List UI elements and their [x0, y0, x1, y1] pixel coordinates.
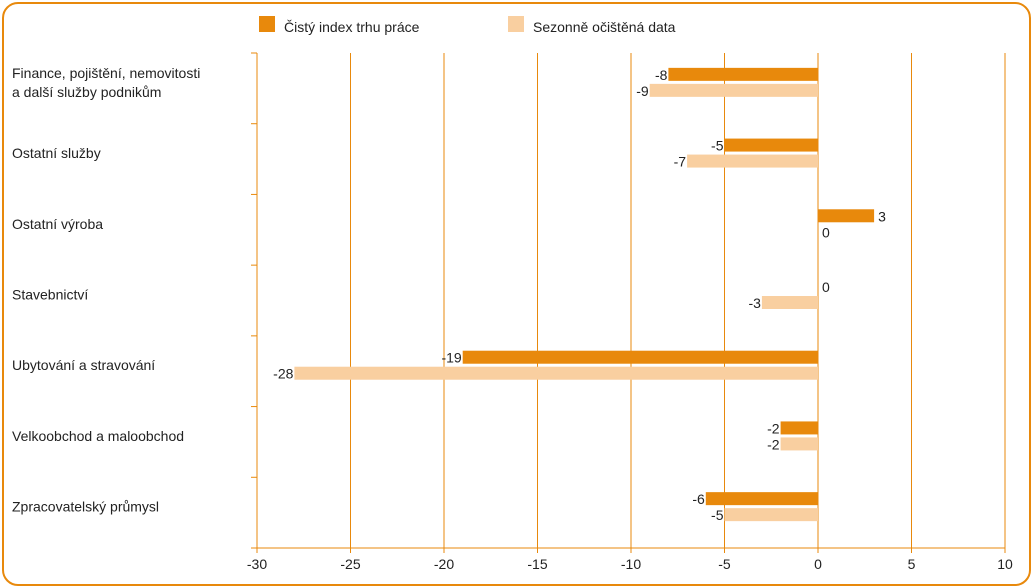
data-label: -2 [767, 436, 780, 452]
data-label: -7 [674, 154, 687, 170]
bar [687, 154, 818, 168]
data-label: -8 [655, 67, 668, 83]
x-tick-label: -25 [340, 556, 360, 572]
value-labels: -8 -9 -5 -7 3 0 0 -3 -19 -28 -2-2 -6 -5 [273, 67, 886, 523]
x-tick-label: -15 [527, 556, 547, 572]
bar [780, 421, 818, 435]
bar [761, 296, 818, 309]
data-label: 3 [878, 208, 886, 224]
category-label: Finance, pojištění, nemovitosti [12, 65, 200, 81]
legend-swatch [259, 16, 275, 32]
category-label: Ostatní služby [12, 145, 101, 161]
bar [649, 83, 818, 97]
bar [724, 138, 818, 152]
category-label: Velkoobchod a maloobchod [12, 428, 184, 444]
data-label: -2 [767, 420, 780, 436]
bars [294, 67, 875, 522]
category-label: Ostatní výroba [12, 216, 103, 232]
legend-swatch [508, 16, 524, 32]
category-label: Zpracovatelský průmysl [12, 499, 159, 515]
x-tick-label: 10 [997, 556, 1013, 572]
bar [294, 366, 818, 380]
x-tick-label: -10 [621, 556, 641, 572]
legend: Čistý index trhu práce Sezonně očištěná d… [259, 16, 676, 35]
data-label: -9 [636, 83, 649, 99]
x-tick-label: -5 [718, 556, 731, 572]
category-labels: Finance, pojištění, nemovitosti a další s… [12, 65, 200, 515]
bar [818, 209, 875, 223]
axes: -30 -25 -20 -15 -10 -5 0 5 10 [247, 52, 1013, 572]
data-label: -28 [273, 366, 293, 382]
data-label: -5 [711, 138, 724, 154]
data-label: -19 [441, 350, 461, 366]
legend-label: Sezonně očištěná data [533, 19, 676, 35]
x-tick-label: -20 [434, 556, 454, 572]
grid-lines [350, 53, 1006, 548]
bar [705, 492, 818, 506]
x-tick-label: -30 [247, 556, 267, 572]
data-label: -5 [711, 507, 724, 523]
data-label: 0 [822, 279, 830, 295]
x-tick-label: 5 [908, 556, 916, 572]
data-label: -3 [748, 295, 761, 311]
legend-label: Čistý index trhu práce [284, 19, 420, 35]
category-label: a další služby podnikům [12, 84, 161, 100]
bar [668, 67, 818, 81]
category-label: Ubytování a stravování [12, 357, 155, 373]
bar [462, 350, 818, 364]
bar [724, 508, 818, 522]
bar [780, 437, 818, 451]
x-tick-label: 0 [814, 556, 822, 572]
data-label: -6 [692, 491, 705, 507]
category-label: Stavebnictví [12, 287, 88, 303]
data-label: 0 [822, 224, 830, 240]
